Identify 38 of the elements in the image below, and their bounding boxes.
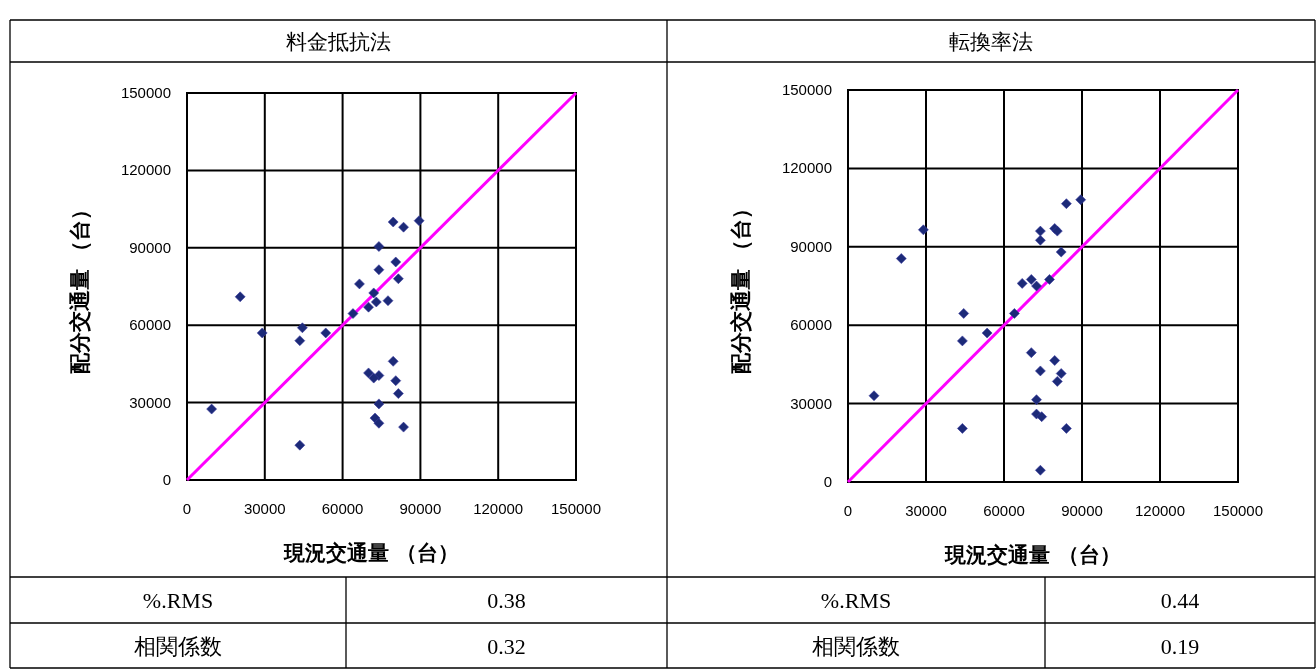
text: 0.32 [487,633,526,659]
y-tick-label: 150000 [781,81,832,98]
text: %.RMS [820,588,892,613]
text: 相関係数 [134,633,222,659]
y-tick-label: 120000 [781,159,832,177]
y-tick-label: 60000 [129,316,171,334]
x-tick-label: 90000 [399,500,442,517]
x-tick-label: 90000 [1061,502,1103,519]
x-tick-label: 0 [182,500,192,517]
y-tick-label: 30000 [129,393,171,411]
y-tick-label: 60000 [790,316,832,334]
x-tick-label: 0 [843,502,853,519]
text: 0.19 [1160,633,1200,659]
y-tick-label: 30000 [790,394,832,412]
text: 0.44 [1160,588,1200,613]
text: 相関係数 [812,633,900,659]
x-tick-label: 120000 [1134,502,1186,519]
y-tick-label: 90000 [129,238,171,256]
y-tick-label: 0 [162,471,171,488]
y-tick-label: 90000 [790,237,832,255]
x-tick-label: 30000 [243,500,286,517]
y-tick-label: 150000 [120,84,171,101]
y-axis-title: 配分交通量 （台） [68,198,92,375]
y-axis-title: 配分交通量 （台） [729,198,753,374]
y-tick-label: 120000 [120,161,171,179]
y-tick-label: 0 [823,473,832,490]
text: 0.38 [487,588,526,613]
chart-title: 料金抵抗法 [286,30,391,54]
x-tick-label: 30000 [905,502,947,519]
x-tick-label: 120000 [473,500,524,517]
x-tick-label: 150000 [1212,502,1264,519]
x-tick-label: 150000 [550,500,602,517]
x-tick-label: 60000 [321,500,364,517]
x-axis-title: 現況交通量 （台） [282,541,460,565]
text: %.RMS [142,588,214,613]
x-tick-label: 60000 [983,502,1025,519]
x-axis-title: 現況交通量 （台） [944,543,1121,567]
chart-title: 転換率法 [949,30,1033,54]
